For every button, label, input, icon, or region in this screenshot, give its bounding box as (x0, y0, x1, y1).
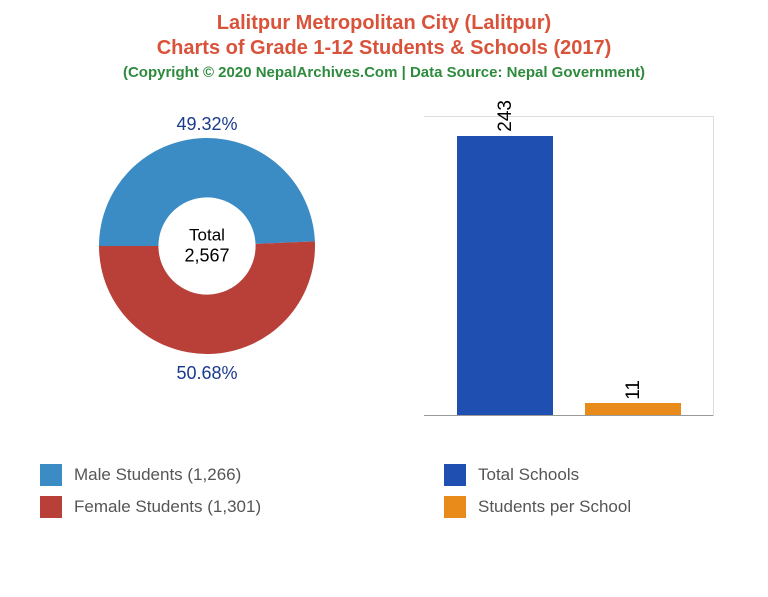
legend-swatch (444, 464, 466, 486)
title-line-2: Charts of Grade 1-12 Students & Schools … (0, 37, 768, 60)
legend-left: Male Students (1,266) Female Students (1… (40, 464, 384, 528)
donut-chart-section: 49.32% Total 2,567 50.68% (30, 106, 384, 416)
charts-container: 49.32% Total 2,567 50.68% 243 11 (0, 106, 768, 416)
bar-chart: 243 11 (424, 116, 714, 416)
legend-text: Female Students (1,301) (74, 497, 261, 517)
donut-center: Total 2,567 (184, 226, 229, 267)
copyright-line: (Copyright © 2020 NepalArchives.Com | Da… (0, 64, 768, 81)
legend-item: Students per School (444, 496, 728, 518)
legends: Male Students (1,266) Female Students (1… (0, 464, 768, 528)
legend-swatch (40, 464, 62, 486)
bar-baseline (424, 415, 713, 416)
bar-value-label: 11 (623, 380, 645, 400)
bar-chart-section: 243 11 (384, 106, 738, 416)
legend-swatch (444, 496, 466, 518)
donut-bottom-label: 50.68% (176, 363, 237, 384)
legend-right: Total Schools Students per School (384, 464, 728, 528)
legend-text: Total Schools (478, 465, 579, 485)
bar-value-label: 243 (495, 100, 517, 132)
legend-text: Students per School (478, 497, 631, 517)
title-line-1: Lalitpur Metropolitan City (Lalitpur) (0, 12, 768, 35)
legend-item: Female Students (1,301) (40, 496, 384, 518)
donut-center-value: 2,567 (184, 246, 229, 267)
donut-chart: 49.32% Total 2,567 50.68% (97, 136, 317, 356)
legend-item: Total Schools (444, 464, 728, 486)
bar-total-schools: 243 (457, 136, 553, 416)
donut-center-label: Total (184, 226, 229, 246)
legend-item: Male Students (1,266) (40, 464, 384, 486)
donut-top-label: 49.32% (176, 114, 237, 135)
legend-swatch (40, 496, 62, 518)
legend-text: Male Students (1,266) (74, 465, 241, 485)
header: Lalitpur Metropolitan City (Lalitpur) Ch… (0, 0, 768, 81)
